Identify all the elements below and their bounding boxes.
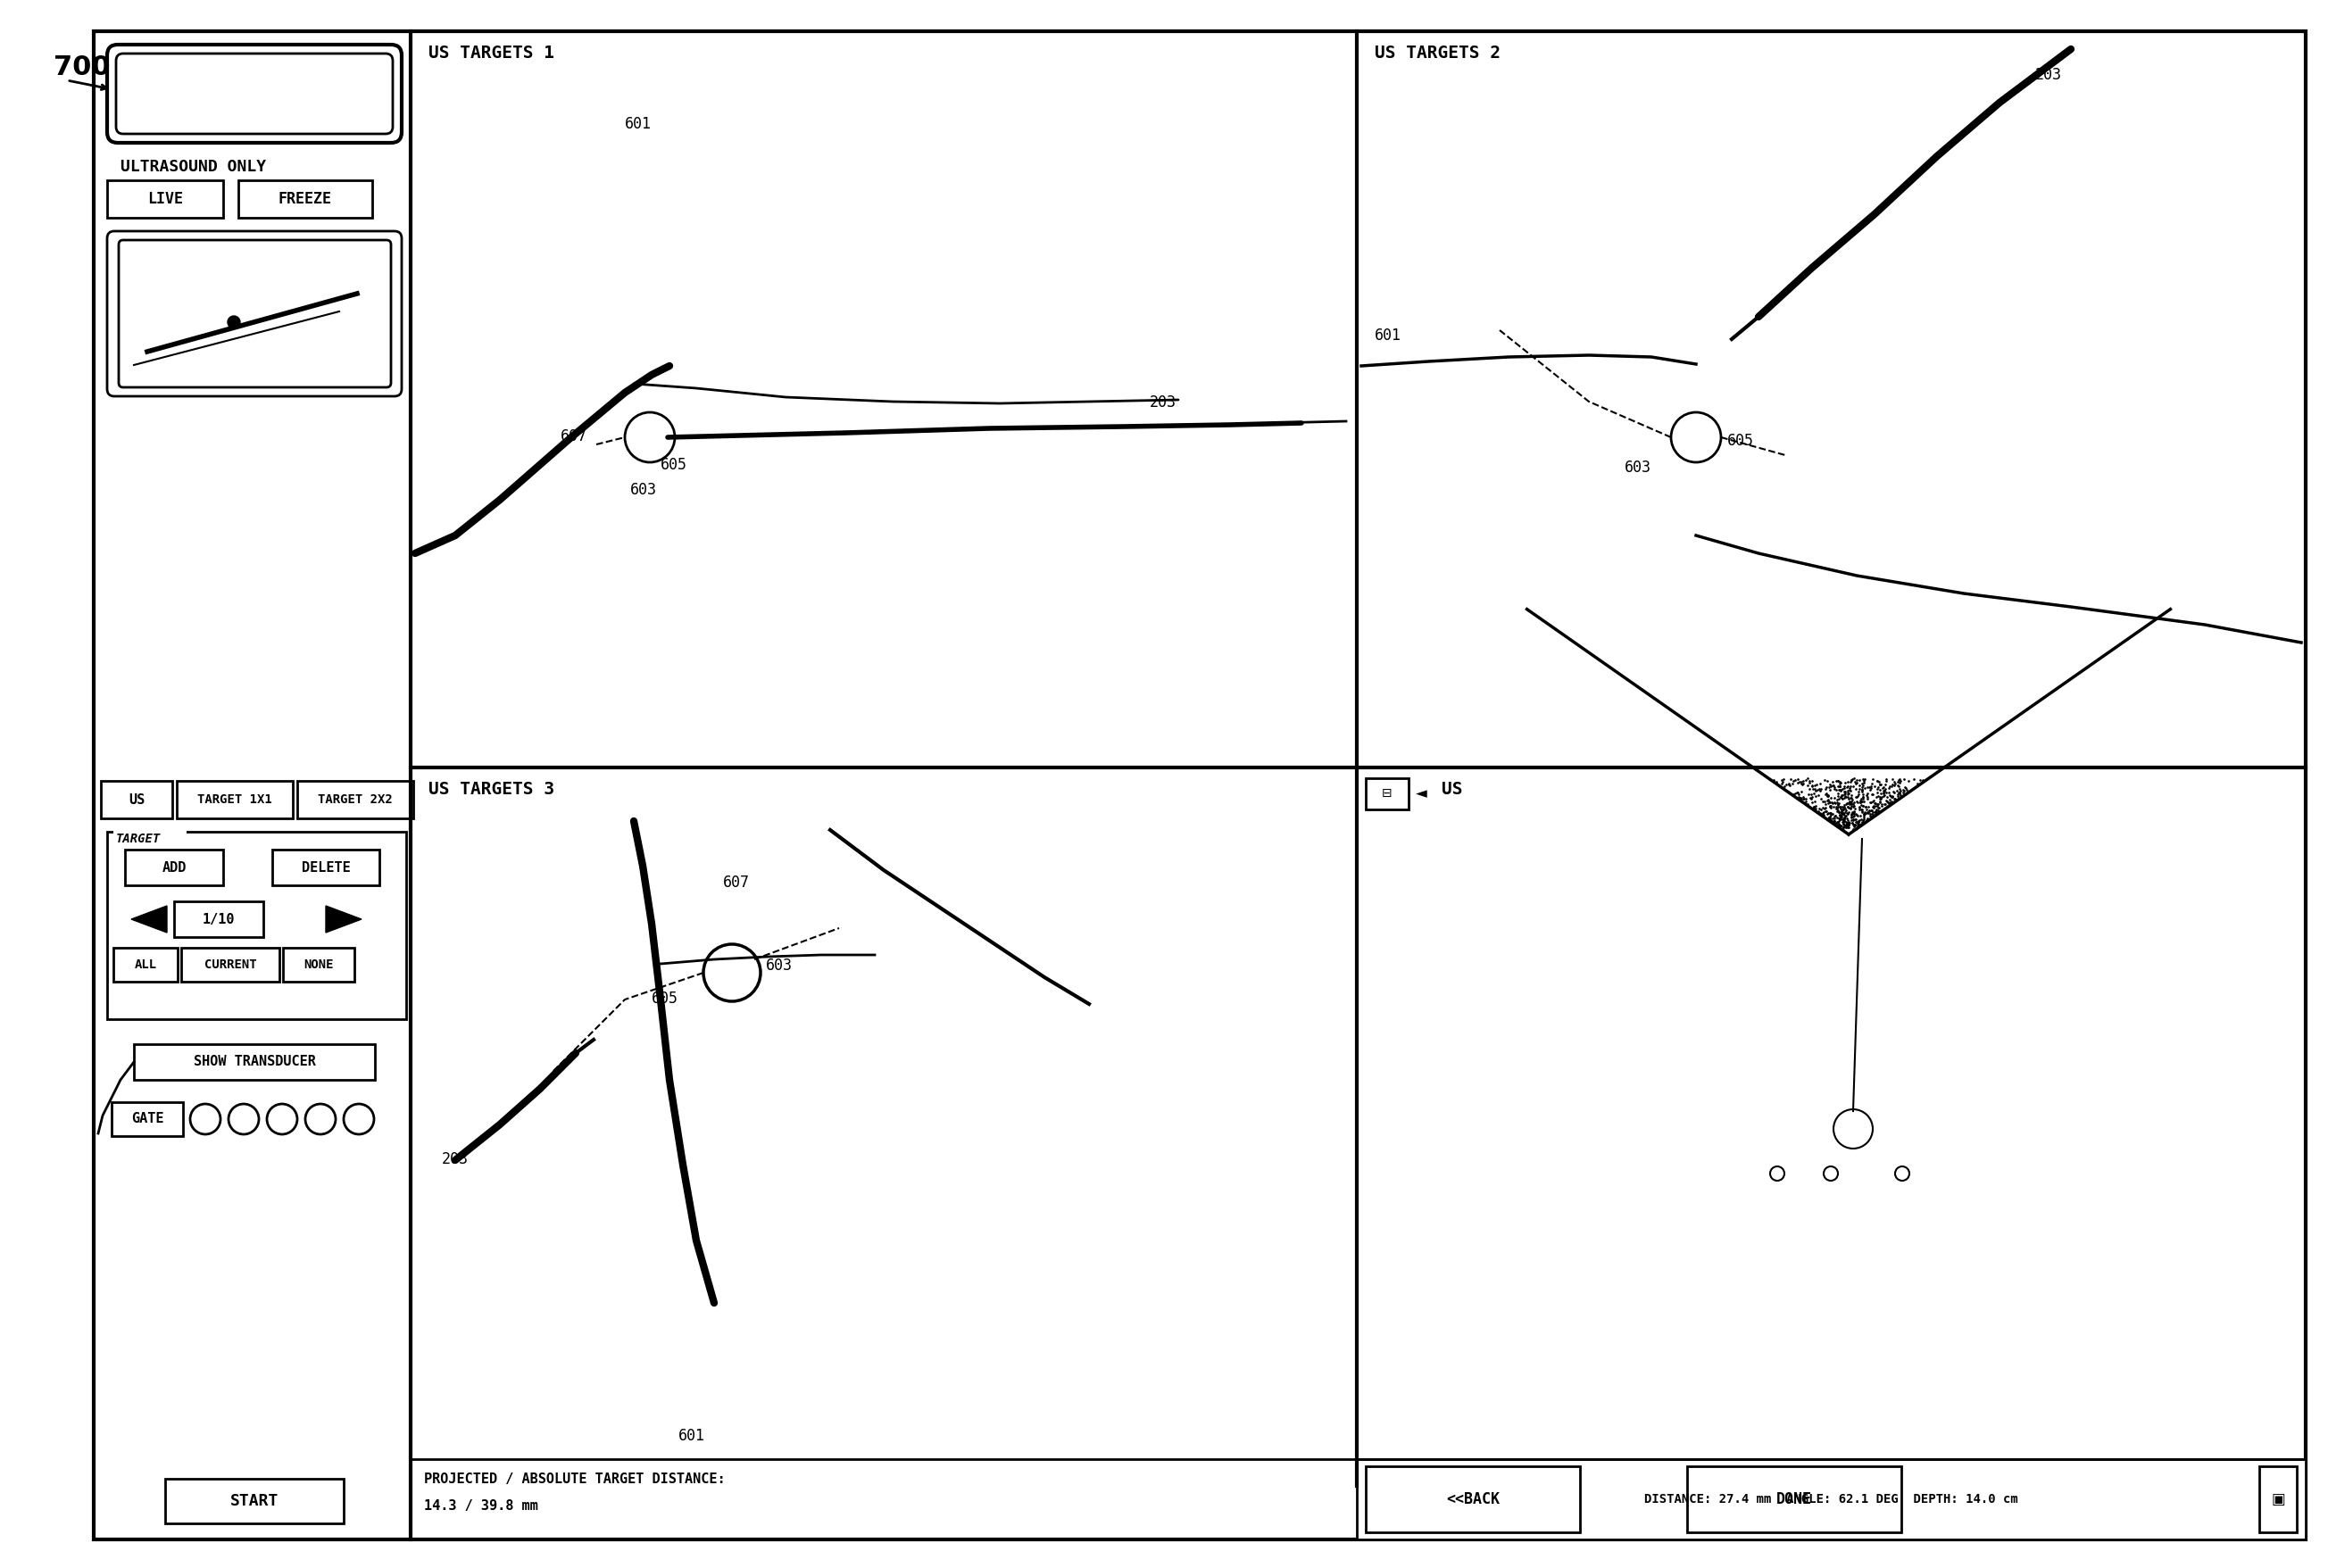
Text: START: START: [230, 1493, 279, 1508]
Text: ULTRASOUND ONLY: ULTRASOUND ONLY: [121, 158, 265, 176]
Text: TARGET: TARGET: [116, 833, 161, 845]
Text: 603: 603: [766, 958, 792, 974]
Text: 605: 605: [1727, 433, 1753, 448]
Bar: [1688, 1466, 1902, 1532]
Text: 203: 203: [442, 1151, 468, 1167]
Bar: [165, 1479, 345, 1524]
Text: PROJECTED / ABSOLUTE TARGET DISTANCE:: PROJECTED / ABSOLUTE TARGET DISTANCE:: [424, 1472, 726, 1486]
Text: 601: 601: [1374, 328, 1401, 343]
Text: US TARGETS 1: US TARGETS 1: [428, 44, 554, 61]
Text: 601: 601: [624, 116, 652, 132]
Text: 603: 603: [631, 481, 656, 499]
Bar: [126, 850, 223, 886]
Bar: [114, 947, 177, 982]
FancyBboxPatch shape: [107, 230, 403, 397]
Text: 603: 603: [1625, 459, 1651, 475]
Bar: [114, 831, 186, 850]
Text: ◄: ◄: [1415, 786, 1427, 801]
FancyBboxPatch shape: [116, 53, 393, 133]
Bar: [272, 850, 379, 886]
Text: TARGET 1X1: TARGET 1X1: [198, 793, 272, 806]
Text: 605: 605: [652, 991, 677, 1007]
Bar: [298, 781, 414, 818]
Text: 700: 700: [54, 53, 109, 80]
FancyBboxPatch shape: [119, 240, 391, 387]
Text: DISTANCE: 27.4 mm  ANGLE: 62.1 DEG  DEPTH: 14.0 cm: DISTANCE: 27.4 mm ANGLE: 62.1 DEG DEPTH:…: [1644, 1493, 2018, 1505]
Bar: [107, 831, 405, 1019]
Text: 203: 203: [2035, 67, 2063, 83]
Text: 607: 607: [561, 428, 587, 444]
Polygon shape: [326, 906, 361, 933]
Bar: [175, 902, 263, 938]
Text: US TARGETS 3: US TARGETS 3: [428, 781, 554, 798]
Text: US: US: [128, 793, 144, 806]
Text: 14.3 / 39.8 mm: 14.3 / 39.8 mm: [424, 1499, 538, 1513]
Bar: [284, 947, 354, 982]
Text: 607: 607: [724, 875, 750, 891]
Bar: [177, 781, 293, 818]
Text: TARGET 2X2: TARGET 2X2: [319, 793, 393, 806]
Bar: [182, 947, 279, 982]
Bar: [1357, 1460, 2305, 1540]
Text: DONE: DONE: [1776, 1491, 1811, 1507]
Bar: [1367, 778, 1408, 809]
Text: US: US: [1441, 781, 1462, 798]
Text: 601: 601: [677, 1428, 705, 1444]
Text: 1/10: 1/10: [203, 913, 235, 925]
Text: ALL: ALL: [135, 958, 156, 971]
Bar: [135, 1044, 375, 1080]
FancyBboxPatch shape: [107, 44, 403, 143]
Text: NONE: NONE: [303, 958, 333, 971]
Text: ▣: ▣: [2272, 1491, 2286, 1507]
Text: CURRENT: CURRENT: [205, 958, 256, 971]
Text: SHOW TRANSDUCER: SHOW TRANSDUCER: [193, 1055, 317, 1069]
Text: 605: 605: [661, 456, 687, 474]
Bar: [237, 180, 372, 218]
Text: US TARGETS 2: US TARGETS 2: [1374, 44, 1502, 61]
Text: LIVE: LIVE: [147, 191, 184, 207]
Text: 203: 203: [1150, 395, 1176, 411]
Bar: [112, 1102, 184, 1137]
Bar: [107, 180, 223, 218]
Text: DELETE: DELETE: [300, 861, 349, 873]
Bar: [2258, 1466, 2298, 1532]
Bar: [100, 781, 172, 818]
Text: ⊟: ⊟: [1383, 787, 1392, 800]
Text: <<BACK: <<BACK: [1446, 1491, 1499, 1507]
Circle shape: [228, 315, 240, 328]
Text: FREEZE: FREEZE: [279, 191, 333, 207]
Polygon shape: [130, 906, 168, 933]
Text: ADD: ADD: [163, 861, 186, 873]
Bar: [1367, 1466, 1581, 1532]
Text: GATE: GATE: [130, 1112, 163, 1126]
